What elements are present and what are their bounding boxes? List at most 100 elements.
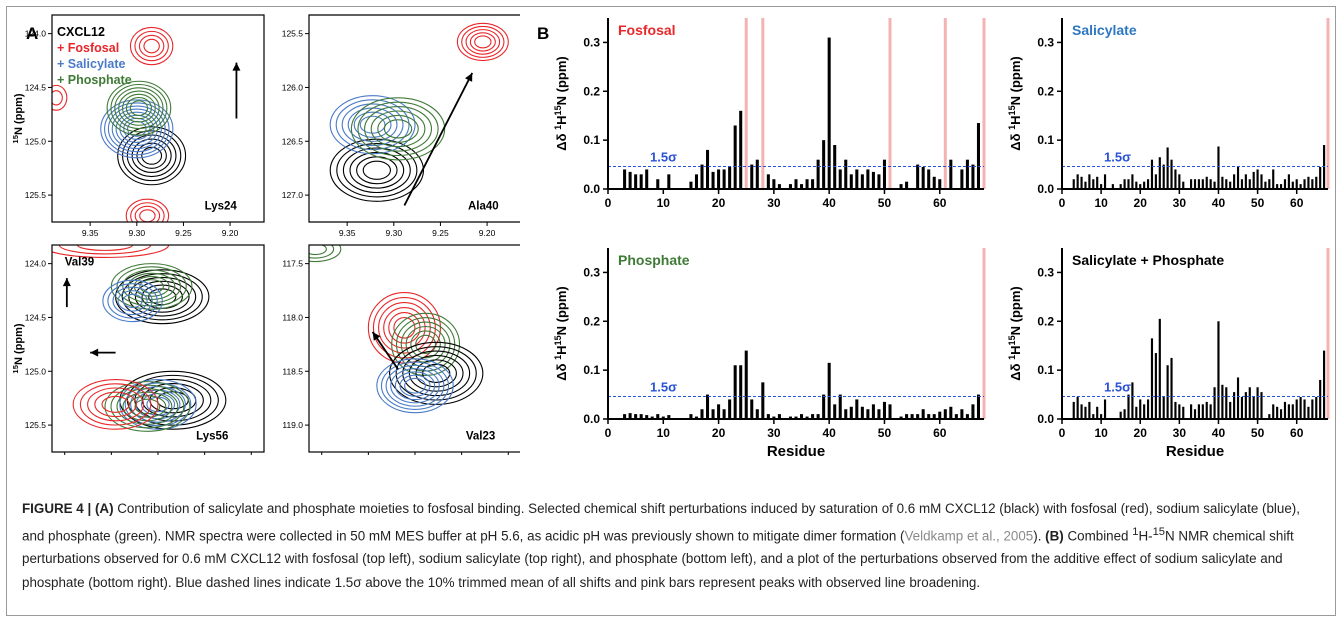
y-tick-label: 126.5 <box>282 136 304 146</box>
broadening-bar <box>888 18 892 189</box>
data-bar <box>1100 414 1103 419</box>
x-tick-label: 30 <box>1173 426 1187 440</box>
contour-line <box>364 106 433 152</box>
caption-citation[interactable]: Veldkamp et al., 2005 <box>904 527 1034 543</box>
data-bar <box>1264 181 1267 189</box>
data-bar <box>816 414 820 419</box>
y-tick-label: 0.1 <box>1037 133 1054 147</box>
y-axis-label: 15N (ppm) <box>11 93 26 143</box>
data-bar <box>717 169 721 189</box>
data-bar <box>1201 404 1204 419</box>
data-bar <box>1205 401 1208 419</box>
contour-line <box>349 151 405 189</box>
caption-sup-1: 1 <box>1132 525 1139 538</box>
contour-line <box>469 32 496 52</box>
data-bar <box>1276 406 1279 419</box>
data-bar <box>1299 184 1302 189</box>
data-bar <box>871 171 875 189</box>
data-bar <box>1084 181 1087 189</box>
data-bar <box>639 174 643 189</box>
y-tick-label: 124.5 <box>25 82 47 92</box>
data-bar <box>722 409 726 419</box>
data-bar <box>1276 184 1279 189</box>
data-bar <box>706 394 710 419</box>
data-bar <box>1209 404 1212 419</box>
data-bar <box>1307 176 1310 189</box>
data-bar <box>794 179 798 189</box>
data-bar <box>905 414 909 419</box>
contour-line <box>116 266 187 307</box>
contour-line <box>72 379 159 430</box>
data-bar <box>1319 167 1322 189</box>
x-tick-label: 9.30 <box>129 228 146 238</box>
x-tick-label: 50 <box>1251 196 1265 210</box>
data-bar <box>1303 399 1306 419</box>
data-bar <box>1213 387 1216 419</box>
sigma-label: 1.5σ <box>650 150 677 165</box>
contour-group <box>329 22 509 202</box>
data-bar <box>1072 179 1075 189</box>
data-bar <box>1123 409 1126 419</box>
data-bar <box>689 414 693 419</box>
contour-line <box>357 101 439 157</box>
contour-line <box>342 147 411 194</box>
contour-line <box>101 395 130 413</box>
contour-line <box>390 368 440 404</box>
data-bar <box>960 409 964 419</box>
x-tick-label: 10 <box>657 426 671 440</box>
x-tick-label: 40 <box>1212 196 1226 210</box>
contour-line <box>52 90 63 106</box>
data-bar <box>1080 404 1083 419</box>
x-tick-label: 50 <box>1251 426 1265 440</box>
contour-line <box>116 388 179 425</box>
data-bar <box>1311 179 1314 189</box>
broadening-bar <box>744 18 748 189</box>
broadening-bar <box>1326 18 1330 189</box>
x-tick-label: 20 <box>1134 196 1148 210</box>
data-bar <box>1139 399 1142 419</box>
data-bar <box>667 415 671 419</box>
y-tick-label: 117.5 <box>282 259 303 269</box>
data-bar <box>1154 353 1157 419</box>
x-tick-label: 9.35 <box>339 228 356 238</box>
x-tick-label: 30 <box>767 426 781 440</box>
y-tick-label: 0.0 <box>583 412 600 426</box>
data-bar <box>1279 184 1283 189</box>
data-bar <box>965 159 969 189</box>
x-tick-label: 60 <box>933 196 947 210</box>
contour-line <box>415 359 457 388</box>
contour-line <box>350 97 446 161</box>
bar-chart-2: 1.5σ 0.0 0.1 0.2 0.3 0 10 20 30 40 50 60 Phosphate Δδ… <box>553 248 986 460</box>
contour-line <box>107 283 158 319</box>
y-axis-label: Δδ 1H15N (ppm) <box>1007 286 1023 381</box>
data-bar <box>1174 401 1177 419</box>
data-bar <box>1088 174 1091 189</box>
data-bar <box>1287 404 1290 419</box>
spectrum-frame <box>308 244 520 453</box>
y-tick-label: 118.0 <box>282 312 303 322</box>
data-bar <box>1072 401 1075 419</box>
data-bar <box>827 362 831 419</box>
contour-line <box>131 138 172 173</box>
data-bar <box>838 394 842 419</box>
figure-caption: FIGURE 4 | (A) Contribution of salicylat… <box>22 497 1322 594</box>
contour-line <box>377 114 419 143</box>
data-bar <box>733 125 737 189</box>
data-bar <box>1299 397 1302 419</box>
data-bar <box>1111 184 1114 189</box>
caption-text-1: Contribution of salicylate and phosphate… <box>22 501 1300 543</box>
contour-line <box>336 143 418 198</box>
broadening-bar <box>761 18 765 189</box>
caption-text-4: H- <box>1138 527 1153 543</box>
y-tick-label: 0.2 <box>1037 84 1054 98</box>
residue-label: Ala40 <box>468 201 499 213</box>
data-bar <box>1295 399 1298 419</box>
data-bar <box>777 184 781 189</box>
x-tick-label: 9.25 <box>175 228 192 238</box>
contour-line <box>112 286 153 316</box>
data-bar <box>628 171 632 189</box>
contour-line <box>461 25 505 58</box>
data-bar <box>1178 174 1181 189</box>
data-bar <box>1205 176 1208 189</box>
data-bar <box>1182 406 1185 419</box>
